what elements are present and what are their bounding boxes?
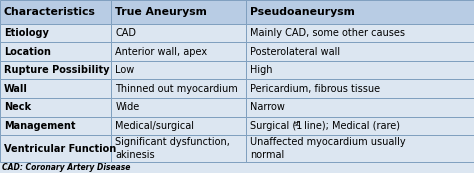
Text: Narrow: Narrow	[250, 102, 285, 112]
Bar	[246, 61, 474, 79]
Text: Wide: Wide	[115, 102, 139, 112]
Text: Characteristics: Characteristics	[4, 7, 96, 17]
Text: Ventricular Function: Ventricular Function	[4, 144, 116, 154]
Bar	[0, 79, 111, 98]
Bar	[111, 135, 246, 162]
Bar	[0, 116, 111, 135]
Text: Neck: Neck	[4, 102, 31, 112]
Text: Posterolateral wall: Posterolateral wall	[250, 47, 340, 57]
Text: Unaffected myocardium usually
normal: Unaffected myocardium usually normal	[250, 137, 406, 160]
Text: Etiology: Etiology	[4, 28, 49, 38]
Text: CAD: Coronary Artery Disease: CAD: Coronary Artery Disease	[2, 163, 131, 172]
Bar	[111, 116, 246, 135]
Bar	[246, 79, 474, 98]
Text: Wall: Wall	[4, 84, 27, 94]
Bar	[111, 42, 246, 61]
Text: Low: Low	[115, 65, 135, 75]
Bar	[111, 61, 246, 79]
Text: CAD: CAD	[115, 28, 136, 38]
Text: Pseudoaneurysm: Pseudoaneurysm	[250, 7, 355, 17]
Text: st: st	[294, 121, 300, 127]
Bar	[246, 98, 474, 116]
Text: Management: Management	[4, 121, 75, 131]
Bar	[246, 116, 474, 135]
Text: line); Medical (rare): line); Medical (rare)	[301, 121, 401, 131]
Bar	[0, 61, 111, 79]
Bar	[246, 24, 474, 42]
Text: Surgical (1: Surgical (1	[250, 121, 302, 131]
Bar	[246, 135, 474, 162]
Text: Thinned out myocardium: Thinned out myocardium	[115, 84, 238, 94]
Text: Pericardium, fibrous tissue: Pericardium, fibrous tissue	[250, 84, 381, 94]
Bar	[111, 24, 246, 42]
Bar	[111, 79, 246, 98]
Bar	[0, 42, 111, 61]
Text: Mainly CAD, some other causes: Mainly CAD, some other causes	[250, 28, 405, 38]
Bar	[0, 135, 111, 162]
Bar	[0, 0, 111, 24]
Text: Rupture Possibility: Rupture Possibility	[4, 65, 109, 75]
Text: True Aneurysm: True Aneurysm	[115, 7, 207, 17]
Text: Medical/surgical: Medical/surgical	[115, 121, 194, 131]
Bar	[246, 0, 474, 24]
Bar	[0, 98, 111, 116]
Bar	[111, 98, 246, 116]
Bar	[111, 0, 246, 24]
Bar	[246, 42, 474, 61]
Text: Location: Location	[4, 47, 51, 57]
Bar	[0, 24, 111, 42]
Text: Anterior wall, apex: Anterior wall, apex	[115, 47, 207, 57]
Text: Significant dysfunction,
akinesis: Significant dysfunction, akinesis	[115, 137, 230, 160]
Text: High: High	[250, 65, 273, 75]
